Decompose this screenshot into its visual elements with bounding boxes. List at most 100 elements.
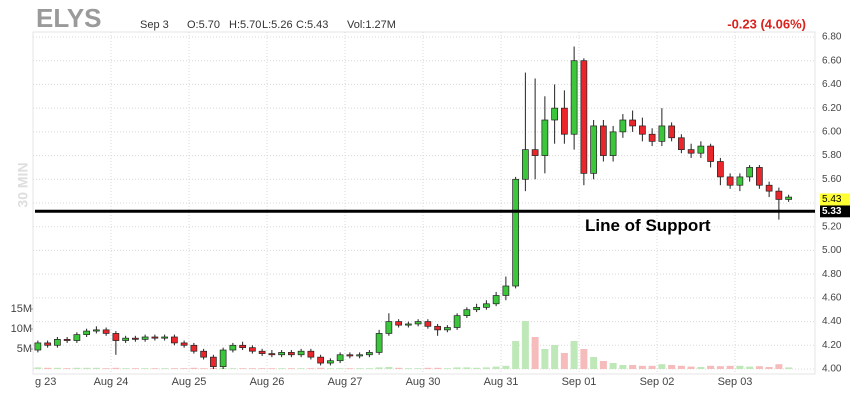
volume-bar xyxy=(697,367,705,369)
candle-body xyxy=(541,119,549,156)
candle-body xyxy=(463,309,471,316)
candle-body xyxy=(54,339,61,346)
candle-body xyxy=(726,176,734,186)
volume-bar xyxy=(668,365,676,369)
ticker: ELYS xyxy=(36,3,102,33)
candle-body xyxy=(570,60,578,135)
y-tick-label: 6.40 xyxy=(822,79,842,90)
volume-bar xyxy=(287,368,295,369)
candle-body xyxy=(346,354,354,357)
volume-bar xyxy=(151,368,159,369)
candle-body xyxy=(707,145,714,162)
candle-body xyxy=(775,190,783,200)
y-tick-label: 6.80 xyxy=(822,32,842,43)
candle-body xyxy=(600,125,607,156)
candle-body xyxy=(229,344,237,351)
volume-bar xyxy=(34,367,42,369)
candle-body xyxy=(697,145,705,154)
volume-bar xyxy=(122,368,130,369)
volume-bar xyxy=(112,367,120,369)
y-tick-label: 5.80 xyxy=(822,150,842,161)
volume-bar xyxy=(180,368,188,369)
candle-body xyxy=(522,149,529,180)
candle-body xyxy=(629,119,636,127)
volume-bar xyxy=(385,367,393,369)
candle-body xyxy=(34,342,42,351)
candle-body xyxy=(639,125,646,135)
candle-body xyxy=(171,336,178,344)
candle-body xyxy=(219,349,227,367)
volume-bar xyxy=(677,365,685,369)
candle-body xyxy=(356,354,363,357)
volume-bar xyxy=(473,367,481,369)
candle-body xyxy=(161,336,168,339)
volume-bar xyxy=(336,368,344,369)
volume-bar xyxy=(502,365,510,369)
candle-body xyxy=(473,306,480,311)
candle-body xyxy=(405,323,412,326)
volume-bar xyxy=(443,368,451,369)
y-tick-label: 4.80 xyxy=(822,269,842,280)
volume-bar xyxy=(746,366,754,369)
volume-bar xyxy=(317,367,325,369)
candle-body xyxy=(502,285,510,296)
volume-bar xyxy=(541,349,549,369)
candle-body xyxy=(590,125,597,174)
grid: 4.004.204.404.604.805.005.205.405.605.80… xyxy=(11,31,842,388)
candle-body xyxy=(395,321,402,326)
y-tick-label: 6.60 xyxy=(822,55,842,66)
candle-body xyxy=(453,315,461,328)
change: -0.23 (4.06%) xyxy=(727,16,806,31)
candle-body xyxy=(619,119,627,133)
candle-body xyxy=(414,321,422,325)
volume-bar xyxy=(102,368,110,369)
volume-bar xyxy=(190,367,198,369)
volume-bar xyxy=(92,367,100,369)
candle-body xyxy=(434,325,441,331)
candle-body xyxy=(327,360,334,364)
volume-bar xyxy=(560,353,568,369)
volume-bar xyxy=(570,341,578,369)
volume-bar xyxy=(248,368,256,369)
annotation: Line of Support xyxy=(585,216,711,235)
y2-tick-label: 15M xyxy=(11,303,32,315)
x-tick-label: g 23 xyxy=(35,376,56,388)
candle-body xyxy=(93,329,100,332)
candle-body xyxy=(200,350,207,358)
volume-bar xyxy=(648,365,656,369)
y-tick-label: 5.20 xyxy=(822,221,842,232)
volume-bar xyxy=(395,367,403,369)
volume-bar xyxy=(200,368,208,369)
volume-bar xyxy=(63,368,71,369)
volume-bar xyxy=(424,367,432,369)
y-tick-label: 6.20 xyxy=(822,103,842,114)
y-tick-label: 4.20 xyxy=(822,340,842,351)
volume-bar xyxy=(229,368,237,369)
volume-bar xyxy=(716,366,724,369)
volume-bar xyxy=(726,365,734,369)
x-tick-label: Sep 03 xyxy=(718,376,753,388)
overlay: 5.335.43 Line of Support xyxy=(35,193,850,235)
volume-bar xyxy=(453,367,461,369)
candle-body xyxy=(307,350,315,358)
candle-body xyxy=(756,167,763,186)
candle-body xyxy=(385,321,393,334)
volume-bar xyxy=(278,368,286,369)
candle-body xyxy=(580,60,588,174)
quote-close: C:5.43 xyxy=(296,19,328,31)
volume-bar xyxy=(619,365,627,369)
candle-body xyxy=(444,327,451,331)
last-price-label: 5.43 xyxy=(822,194,842,205)
x-tick-label: Sep 02 xyxy=(640,376,675,388)
candle-body xyxy=(83,330,90,335)
candle-body xyxy=(122,337,129,341)
volume-bar xyxy=(44,367,52,369)
candle-body xyxy=(366,352,373,356)
volume-bar xyxy=(404,368,412,369)
volume-bar xyxy=(326,368,334,369)
candle-body xyxy=(317,356,324,364)
volume-bar xyxy=(580,349,588,369)
volume-bar xyxy=(687,366,695,369)
candle-body xyxy=(102,329,110,334)
